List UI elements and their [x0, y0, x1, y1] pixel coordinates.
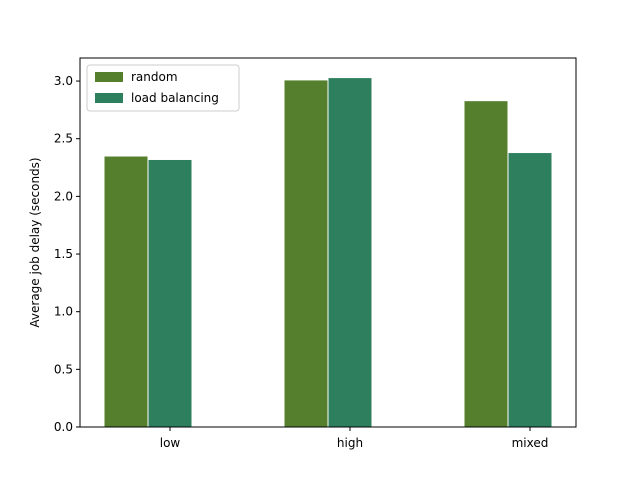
legend-swatch [95, 72, 123, 82]
y-tick-label: 2.5 [54, 132, 73, 146]
axes-frame [79, 57, 577, 428]
bar-random-high [283, 79, 329, 428]
y-tick-label: 2.0 [54, 189, 73, 203]
legend-swatch [95, 93, 123, 103]
x-tick-label: low [160, 436, 181, 450]
y-axis-label: Average job delay (seconds) [28, 157, 42, 327]
x-axis-ticks: low high mixed [160, 427, 549, 450]
bar-random-mixed [463, 100, 509, 428]
bar-load-balancing-low [147, 158, 193, 428]
bars-group [103, 77, 553, 428]
y-tick-label: 1.0 [54, 305, 73, 319]
y-tick-label: 3.0 [54, 74, 73, 88]
legend-label: random [131, 70, 178, 84]
y-tick-label: 0.5 [54, 362, 73, 376]
legend-box [86, 64, 240, 112]
legend: random load balancing [86, 64, 240, 112]
x-tick-label: high [337, 436, 363, 450]
y-axis-ticks: 0.0 0.5 1.0 1.5 2.0 2.5 3.0 [54, 74, 80, 434]
y-tick-label: 1.5 [54, 247, 73, 261]
y-tick-label: 0.0 [54, 420, 73, 434]
bar-load-balancing-high [327, 77, 373, 428]
x-tick-label: mixed [512, 436, 549, 450]
legend-label: load balancing [131, 91, 219, 105]
bar-random-low [103, 155, 149, 428]
bar-load-balancing-mixed [507, 152, 553, 428]
